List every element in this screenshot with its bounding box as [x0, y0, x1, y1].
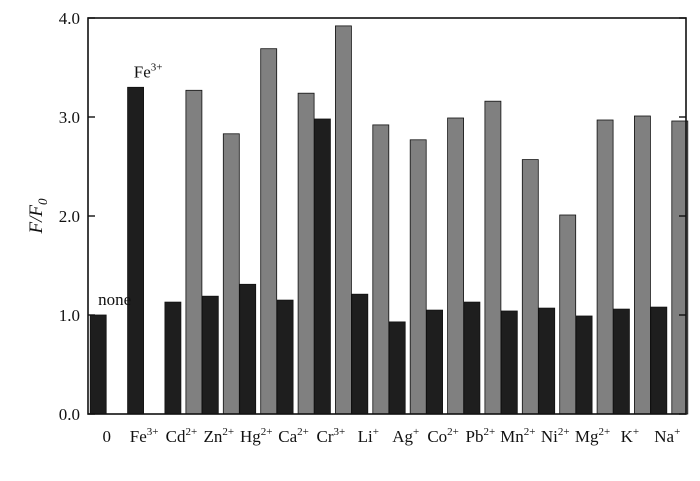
bar-series1-11: [500, 310, 518, 415]
bar-series2-3: [222, 133, 240, 415]
x-category-label: K+: [621, 426, 640, 446]
y-tick-label: 1.0: [59, 306, 80, 325]
bar-series1-8: [388, 321, 406, 415]
bar-annotation: none: [98, 290, 131, 309]
bar-series1-13: [575, 315, 593, 415]
x-category-label: Ag+: [392, 426, 419, 446]
bar-series1-5: [276, 299, 294, 415]
bar-series1-10: [463, 301, 481, 415]
bar-series1-4: [239, 283, 257, 415]
x-category-label: Co2+: [427, 426, 459, 446]
x-category-label: Ni2+: [541, 426, 570, 446]
bar-series1-1: [127, 86, 144, 415]
bar-series1-15: [650, 306, 668, 415]
bar-series2-7: [372, 124, 390, 415]
bar-series2-11: [521, 159, 539, 415]
y-tick-label: 4.0: [59, 9, 80, 28]
bar-series2-4: [260, 48, 278, 415]
x-category-label: Zn2+: [203, 426, 234, 446]
bar-series1-12: [538, 307, 556, 415]
bar-series1-6: [313, 118, 331, 415]
bar-series2-9: [447, 117, 465, 415]
bar-series1-7: [351, 293, 369, 415]
bar-series1-14: [613, 308, 630, 415]
x-category-label: Cr3+: [317, 426, 346, 446]
y-tick-label: 2.0: [59, 207, 80, 226]
annotations-group: none Fe3+: [98, 61, 162, 309]
bar-series2-13: [596, 119, 614, 415]
bar-series1-3: [201, 295, 219, 415]
bar-series2-8: [409, 139, 427, 415]
bar-annotation: Fe3+: [134, 61, 163, 81]
x-labels-group: 0 Fe3+ Cd2+ Zn2+ Hg2+ Ca2+ Cr3+ Li+ Ag+ Co2+ Pb2+ M…: [102, 426, 680, 446]
bar-series1-9: [426, 309, 444, 415]
x-category-label: Li+: [358, 426, 379, 446]
bar-series2-5: [297, 92, 315, 415]
x-category-label: Cd2+: [166, 426, 198, 446]
bars-group: [89, 25, 689, 415]
x-category-label: Fe3+: [130, 426, 159, 446]
bar-series1-0: [89, 314, 107, 415]
bar-series2-10: [484, 100, 502, 415]
y-axis-label: F/F0: [26, 198, 50, 235]
bar-series2-12: [559, 214, 577, 415]
x-category-label: Na+: [654, 426, 680, 446]
x-category-label: Pb2+: [466, 426, 496, 446]
y-ticks-group: 0.0 1.0 2.0 3.0 4.0: [59, 9, 686, 424]
x-category-label: Hg2+: [240, 426, 273, 446]
y-tick-label: 3.0: [59, 108, 80, 127]
y-tick-label: 0.0: [59, 405, 80, 424]
bar-series2-14: [634, 115, 651, 415]
bar-series2-2: [185, 89, 203, 415]
bar-series2-6: [334, 25, 352, 415]
bar-series1-2: [164, 301, 182, 415]
x-category-label: Mn2+: [500, 426, 535, 446]
x-category-label: 0: [102, 427, 111, 446]
x-category-label: Mg2+: [575, 426, 610, 446]
x-category-label: Ca2+: [278, 426, 309, 446]
